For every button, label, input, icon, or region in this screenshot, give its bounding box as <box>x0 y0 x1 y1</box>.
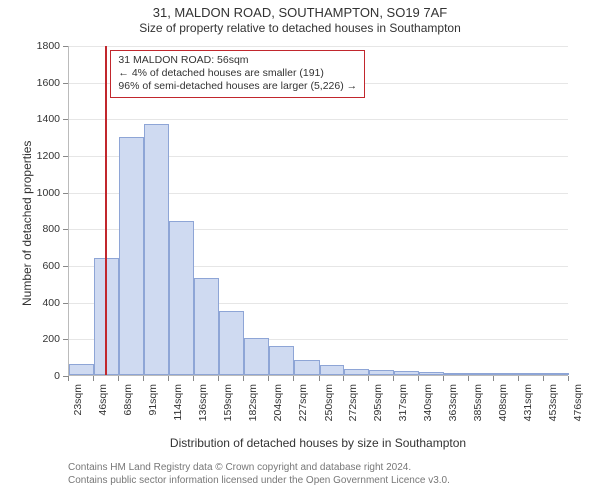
annotation-line: ← 4% of detached houses are smaller (191… <box>118 67 357 80</box>
x-tick <box>68 376 69 381</box>
histogram-bar <box>69 364 94 375</box>
chart-container: { "title": "31, MALDON ROAD, SOUTHAMPTON… <box>0 0 600 500</box>
x-tick-label: 204sqm <box>272 384 284 444</box>
x-tick-label: 136sqm <box>197 384 209 444</box>
x-tick <box>568 376 569 381</box>
y-tick-label: 1200 <box>37 150 60 162</box>
y-tick-label: 1800 <box>37 40 60 52</box>
histogram-bar <box>169 221 193 375</box>
y-tick <box>63 46 68 47</box>
histogram-bar <box>369 370 393 376</box>
footer-line: Contains HM Land Registry data © Crown c… <box>68 461 450 474</box>
x-tick <box>368 376 369 381</box>
x-tick-label: 295sqm <box>372 384 384 444</box>
histogram-bar <box>494 373 519 375</box>
histogram-bar <box>119 137 144 375</box>
x-tick <box>393 376 394 381</box>
histogram-bar <box>144 124 169 375</box>
x-tick <box>319 376 320 381</box>
y-tick-label: 1600 <box>37 77 60 89</box>
x-tick <box>118 376 119 381</box>
x-tick <box>243 376 244 381</box>
x-axis-title: Distribution of detached houses by size … <box>68 436 568 450</box>
x-tick-label: 431sqm <box>522 384 534 444</box>
histogram-bar <box>544 373 569 375</box>
x-tick-label: 476sqm <box>572 384 584 444</box>
histogram-bar <box>194 278 219 375</box>
x-tick <box>493 376 494 381</box>
gridline <box>69 119 568 120</box>
y-tick-label: 1400 <box>37 113 60 125</box>
x-tick <box>193 376 194 381</box>
x-tick-label: 46sqm <box>97 384 109 444</box>
x-tick-label: 317sqm <box>397 384 409 444</box>
histogram-bar <box>269 346 294 375</box>
x-tick-label: 250sqm <box>323 384 335 444</box>
gridline <box>69 46 568 47</box>
y-tick <box>63 303 68 304</box>
chart-subtitle: Size of property relative to detached ho… <box>0 20 600 35</box>
y-tick-label: 600 <box>42 260 60 272</box>
histogram-bar <box>219 311 244 375</box>
x-tick-label: 182sqm <box>247 384 259 444</box>
x-tick <box>343 376 344 381</box>
x-tick-label: 68sqm <box>122 384 134 444</box>
x-tick <box>143 376 144 381</box>
x-tick <box>518 376 519 381</box>
x-tick-label: 408sqm <box>497 384 509 444</box>
footer-attribution: Contains HM Land Registry data © Crown c… <box>68 461 450 487</box>
annotation-line: 31 MALDON ROAD: 56sqm <box>118 54 357 67</box>
x-tick <box>443 376 444 381</box>
y-tick <box>63 229 68 230</box>
x-tick-label: 159sqm <box>222 384 234 444</box>
annotation-line: 96% of semi-detached houses are larger (… <box>118 80 357 93</box>
y-tick-label: 400 <box>42 297 60 309</box>
y-tick <box>63 266 68 267</box>
x-tick-label: 363sqm <box>447 384 459 444</box>
x-tick <box>268 376 269 381</box>
x-tick <box>418 376 419 381</box>
x-tick-label: 385sqm <box>472 384 484 444</box>
x-tick <box>168 376 169 381</box>
x-tick <box>543 376 544 381</box>
y-tick-label: 800 <box>42 223 60 235</box>
y-tick-label: 200 <box>42 333 60 345</box>
x-tick-label: 91sqm <box>147 384 159 444</box>
histogram-bar <box>320 365 344 375</box>
histogram-bar <box>294 360 319 375</box>
y-tick <box>63 193 68 194</box>
x-tick <box>293 376 294 381</box>
x-tick-label: 114sqm <box>172 384 184 444</box>
histogram-bar <box>344 369 369 375</box>
subject-annotation-box: 31 MALDON ROAD: 56sqm← 4% of detached ho… <box>110 50 365 98</box>
y-tick-label: 0 <box>54 370 60 382</box>
x-tick <box>93 376 94 381</box>
footer-line: Contains public sector information licen… <box>68 474 450 487</box>
histogram-bar <box>394 371 419 375</box>
chart-title: 31, MALDON ROAD, SOUTHAMPTON, SO19 7AF <box>0 0 600 20</box>
x-tick-label: 23sqm <box>72 384 84 444</box>
histogram-bar <box>244 338 268 375</box>
histogram-bar <box>469 373 494 375</box>
y-tick-label: 1000 <box>37 187 60 199</box>
histogram-bar <box>419 372 444 375</box>
x-tick-label: 340sqm <box>422 384 434 444</box>
histogram-bar <box>519 373 543 375</box>
histogram-bar <box>444 373 468 375</box>
x-tick <box>468 376 469 381</box>
y-tick <box>63 119 68 120</box>
y-tick <box>63 339 68 340</box>
x-tick <box>218 376 219 381</box>
y-axis-title: Number of detached properties <box>20 141 34 306</box>
x-tick-label: 227sqm <box>297 384 309 444</box>
x-tick-label: 453sqm <box>547 384 559 444</box>
x-tick-label: 272sqm <box>347 384 359 444</box>
subject-marker-line <box>105 46 107 375</box>
y-tick <box>63 83 68 84</box>
y-tick <box>63 156 68 157</box>
